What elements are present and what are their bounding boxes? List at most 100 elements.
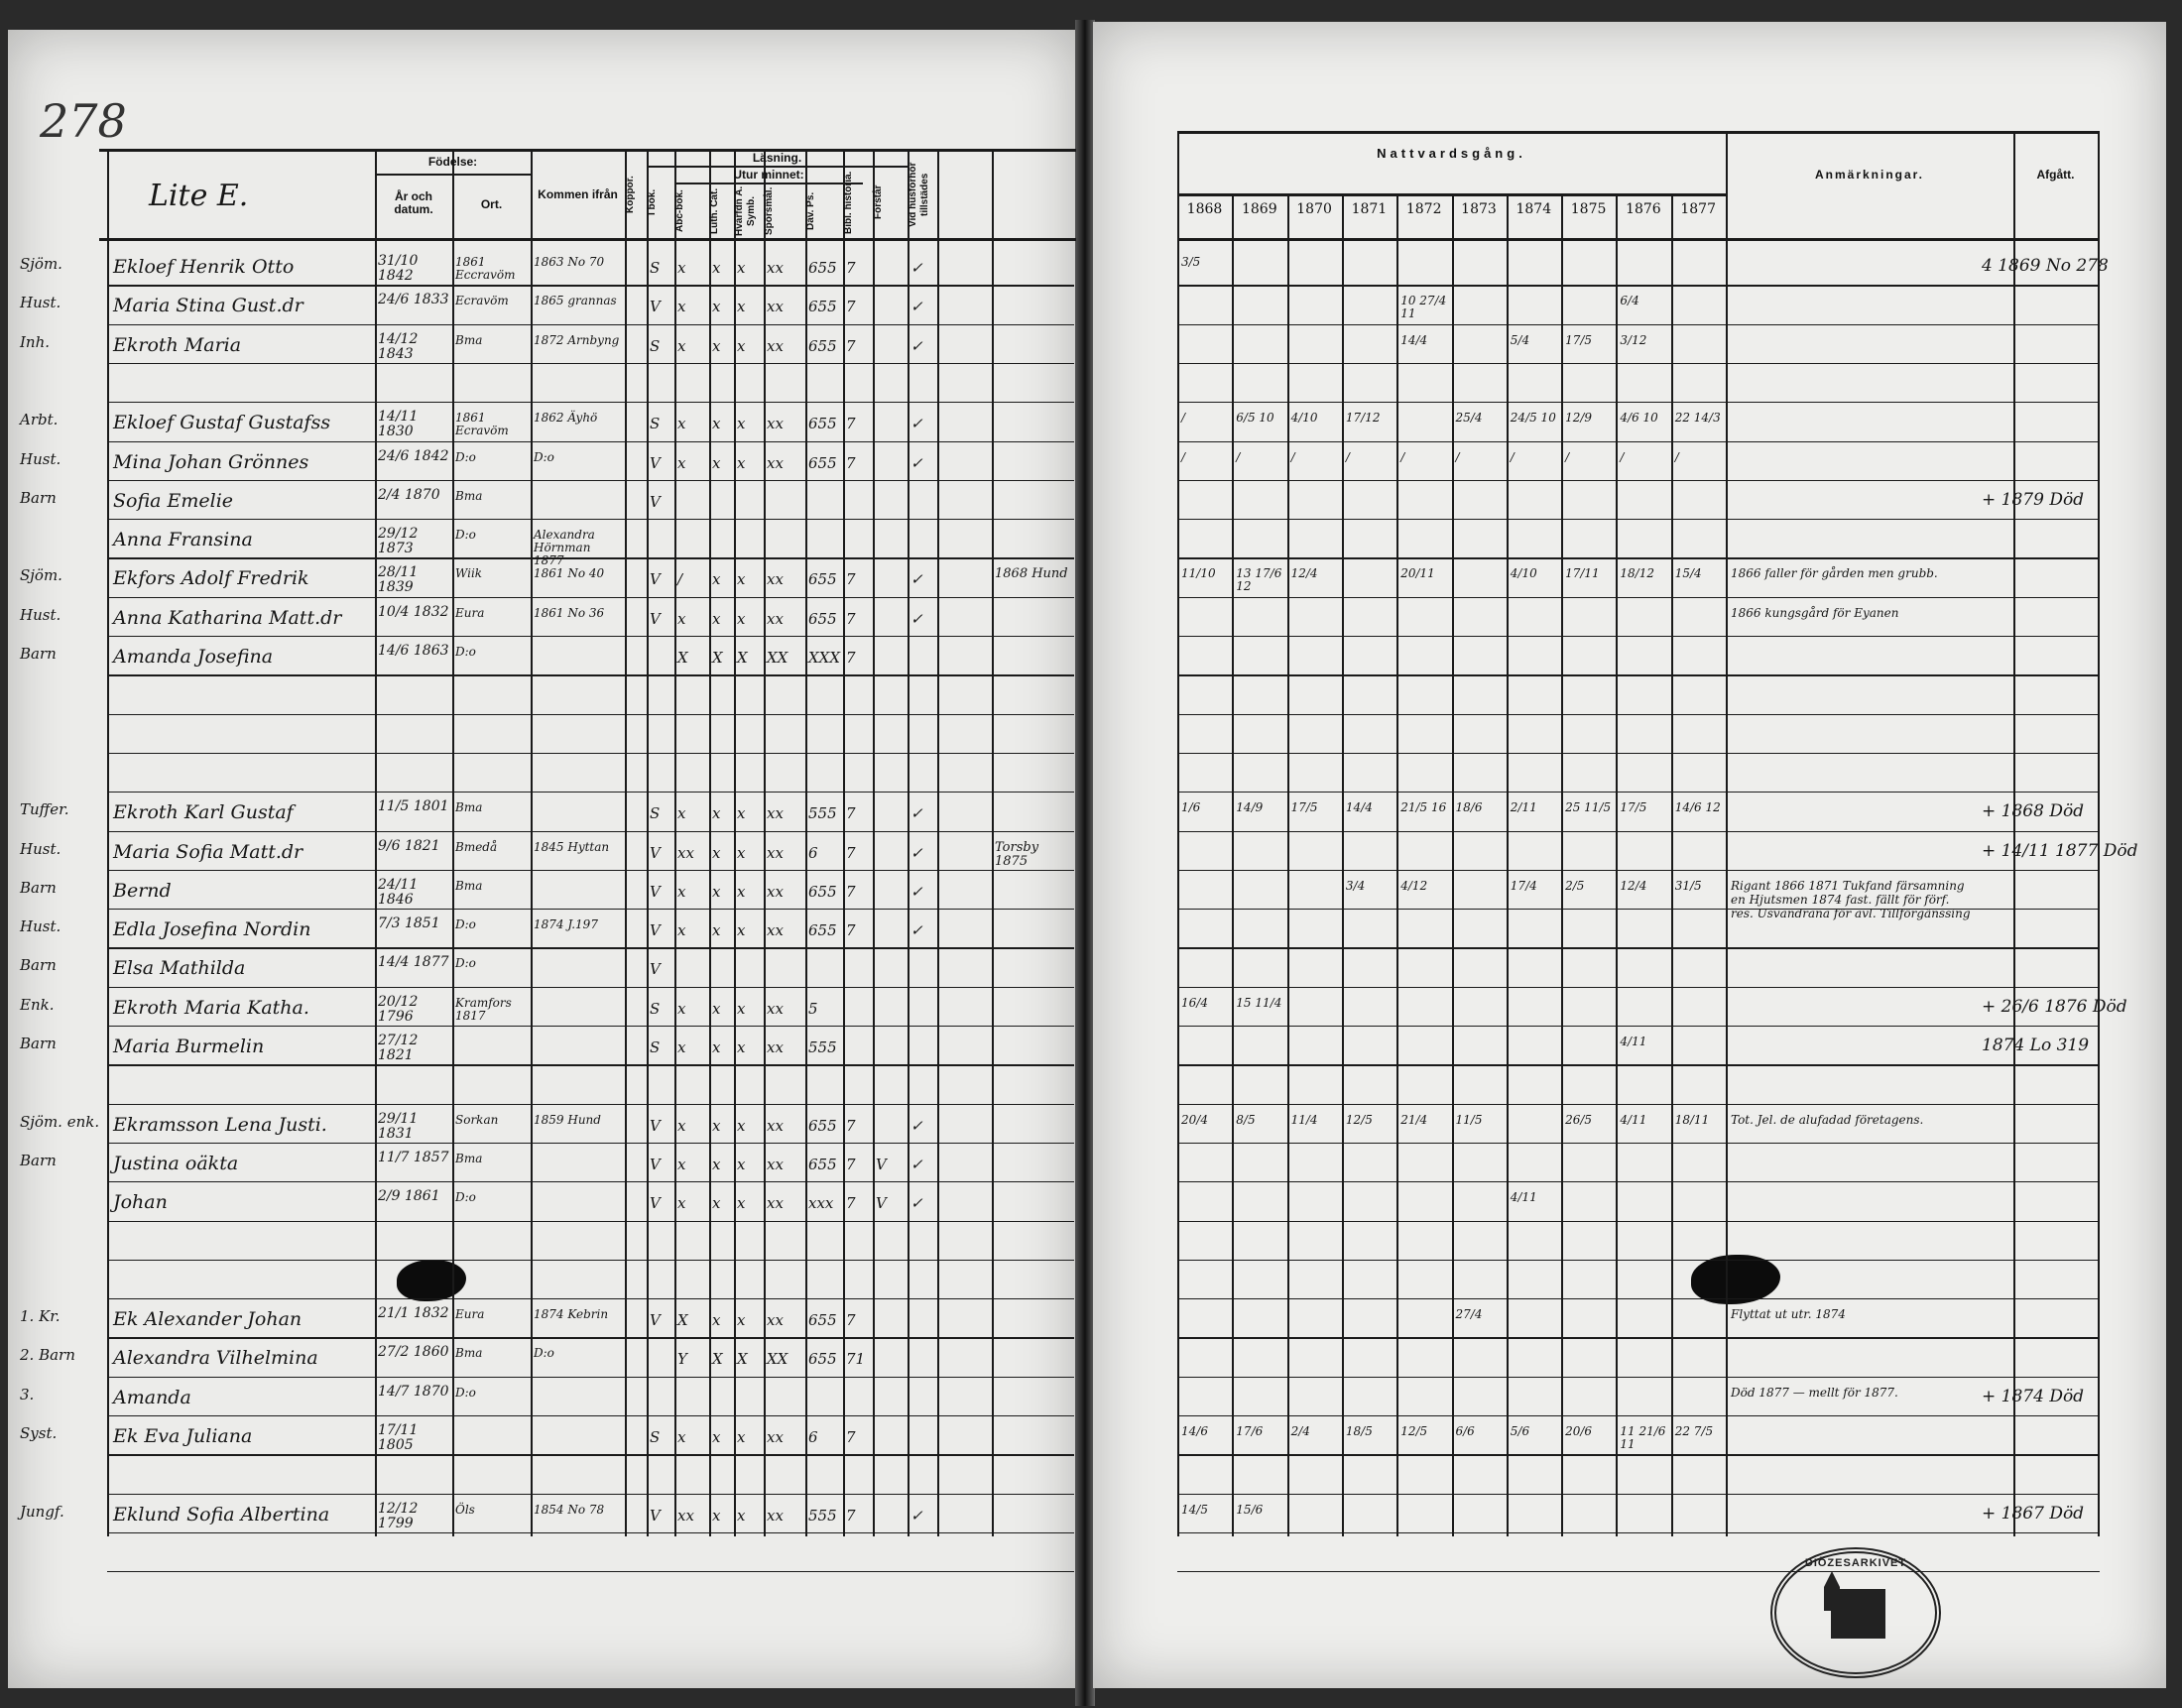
column-rule xyxy=(1726,131,1728,1536)
reading-mark: x xyxy=(677,1038,686,1056)
reading-mark: 655 xyxy=(808,415,837,433)
birth-place: Eura xyxy=(455,605,485,620)
reading-mark: X xyxy=(712,1350,723,1369)
birth-place: Bma xyxy=(455,878,483,893)
row-role: Barn xyxy=(20,1151,57,1169)
row-rule xyxy=(107,362,1074,365)
row-role: Hust. xyxy=(20,605,61,624)
reading-mark: X xyxy=(677,1311,688,1330)
reading-mark: x xyxy=(712,1038,721,1056)
communion-date: 15 11/4 xyxy=(1236,995,1282,1010)
communion-date: 18/6 xyxy=(1455,800,1483,815)
communion-date: 4/12 xyxy=(1400,878,1428,893)
communion-date: 25/4 xyxy=(1455,411,1483,426)
year-header: 1877 xyxy=(1680,201,1716,217)
communion-date: 14/6 12 xyxy=(1674,800,1721,815)
communion-date: 11/4 xyxy=(1290,1112,1318,1127)
reading-mark: ✓ xyxy=(910,415,923,433)
person-name: Maria Burmelin xyxy=(113,1036,265,1057)
reading-mark: x xyxy=(737,453,746,472)
departure-note: + 14/11 1877 Död xyxy=(1982,840,2138,861)
remark: 1866 faller för gården men grubb. xyxy=(1731,566,1938,581)
remark: Död 1877 — mellt för 1877. xyxy=(1731,1385,1898,1400)
row-rule xyxy=(107,1493,1074,1495)
row-role: Barn xyxy=(20,956,57,975)
column-rule xyxy=(375,149,377,1536)
row-role: Hust. xyxy=(20,449,61,468)
moved-from: 1861 No 40 xyxy=(534,566,605,581)
reading-mark: S xyxy=(650,804,661,823)
row-rule xyxy=(107,1064,1074,1066)
year-header: 1872 xyxy=(1405,201,1442,217)
reading-mark: xx xyxy=(767,1506,784,1525)
row-rule xyxy=(107,713,1074,715)
reading-mark: 7 xyxy=(846,298,856,316)
departure-note: + 26/6 1876 Död xyxy=(1982,996,2127,1017)
row-rule xyxy=(1177,674,2100,676)
remark: Tot. Jel. de alufadad företagens. xyxy=(1731,1112,1924,1127)
communion-date: 11 21/6 11 xyxy=(1620,1424,1666,1451)
reading-mark: x xyxy=(737,843,746,862)
row-rule xyxy=(1177,440,2100,442)
birth-place: 1861 Ecravöm xyxy=(455,411,509,438)
reading-mark: x xyxy=(712,298,721,316)
communion-date: / xyxy=(1345,449,1350,464)
reading-mark: 655 xyxy=(808,1311,837,1330)
reading-mark: V xyxy=(650,1506,661,1525)
reading-mark: x xyxy=(712,1311,721,1330)
communion-date: 22 14/3 xyxy=(1674,411,1721,426)
communion-date: 20/6 xyxy=(1565,1424,1593,1438)
reading-mark: x xyxy=(737,336,746,355)
reading-mark: x xyxy=(677,259,686,277)
communion-date: / xyxy=(1400,449,1405,464)
birth-place: D:o xyxy=(455,1190,476,1205)
reading-mark: x xyxy=(677,804,686,823)
communion-date: / xyxy=(1236,449,1241,464)
row-role: Tuffer. xyxy=(20,800,69,819)
column-rule xyxy=(709,149,711,1536)
birth-place: D:o xyxy=(455,1385,476,1400)
row-rule xyxy=(1177,1026,2100,1028)
reading-mark: 7 xyxy=(846,1311,856,1330)
birth-place: 1861 Eccravöm xyxy=(455,255,516,282)
communion-date: 4/11 xyxy=(1620,1035,1647,1048)
birth-place: Wiik xyxy=(455,566,483,581)
person-name: Sofia Emelie xyxy=(113,489,234,512)
year-header: 1874 xyxy=(1515,201,1552,217)
moved-from: 1859 Hund xyxy=(534,1112,601,1127)
row-rule xyxy=(107,1454,1074,1456)
communion-date: 15/6 xyxy=(1236,1502,1264,1517)
person-name: Amanda Josefina xyxy=(113,646,274,668)
row-role: Hust. xyxy=(20,294,61,312)
communion-date: / xyxy=(1455,449,1460,464)
reading-mark: ✓ xyxy=(910,1116,923,1135)
communion-date: 6/4 xyxy=(1620,294,1639,308)
birth-place: D:o xyxy=(455,449,476,464)
communion-date: 17/6 xyxy=(1236,1424,1264,1438)
communion-date: 21/4 xyxy=(1400,1112,1428,1127)
reading-mark: 655 xyxy=(808,921,837,940)
row-role: Arbt. xyxy=(20,411,59,429)
column-rule xyxy=(1616,193,1619,1536)
birth-place: Kramfors 1817 xyxy=(455,995,512,1023)
reading-mark: 5 xyxy=(808,999,818,1018)
row-rule xyxy=(1177,1142,2100,1145)
row-rule xyxy=(1177,986,2100,988)
person-name: Maria Sofia Matt.dr xyxy=(113,840,303,863)
row-rule xyxy=(107,1571,1074,1573)
row-role: 2. Barn xyxy=(20,1346,75,1365)
remark: Rigant 1866 1871 Tukfand färsamning en H… xyxy=(1731,878,1971,920)
moved-from: 1863 No 70 xyxy=(534,255,605,269)
reading-mark: xx xyxy=(767,1038,784,1056)
birth-date: 29/11 1831 xyxy=(378,1110,419,1142)
reading-mark: 655 xyxy=(808,1350,837,1369)
row-role: Barn xyxy=(20,645,57,663)
row-role: Jungf. xyxy=(20,1502,64,1521)
reading-mark: ✓ xyxy=(910,843,923,862)
birth-date: 28/11 1839 xyxy=(378,564,419,596)
reading-mark: x xyxy=(712,1194,721,1213)
reading-mark: x xyxy=(712,804,721,823)
reading-mark: x xyxy=(677,1194,686,1213)
reading-mark: ✓ xyxy=(910,570,923,589)
reading-mark: x xyxy=(737,1116,746,1135)
